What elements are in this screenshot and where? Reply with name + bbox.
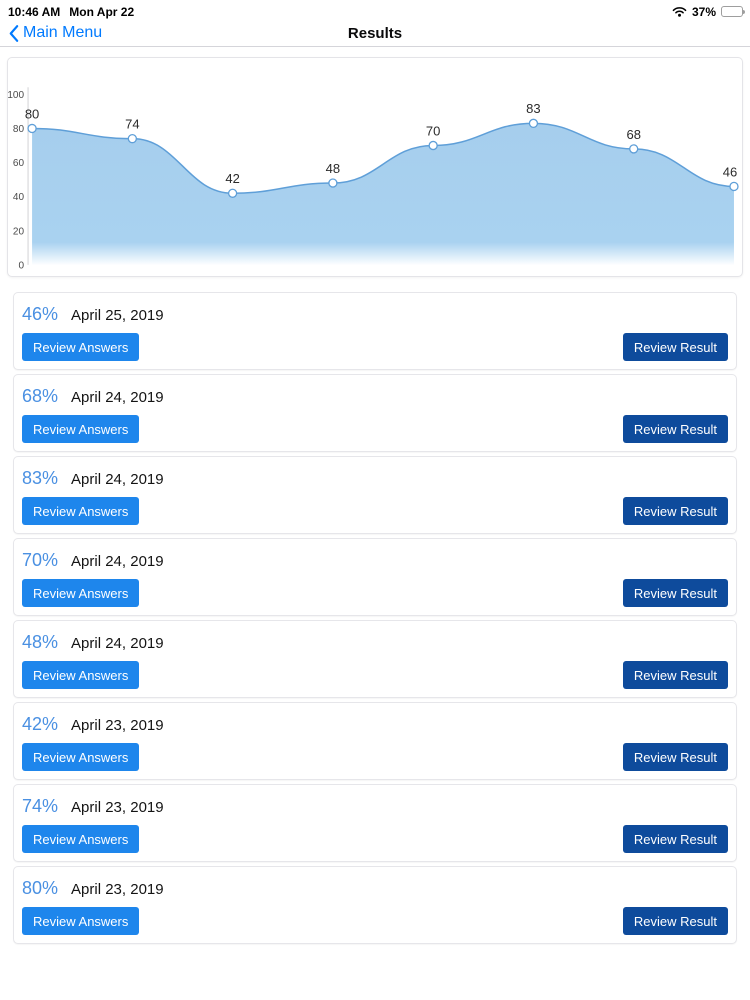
svg-text:60: 60: [13, 158, 25, 169]
score-percent: 46%: [22, 304, 59, 324]
svg-text:74: 74: [125, 117, 139, 132]
result-card-header: 42% April 23, 2019: [22, 714, 728, 735]
wifi-icon: [672, 6, 687, 17]
status-date: Mon Apr 22: [69, 4, 135, 19]
review-result-button[interactable]: Review Result: [622, 907, 728, 935]
results-list: 46% April 25, 2019 Review Answers Review…: [0, 292, 750, 944]
review-result-button[interactable]: Review Result: [622, 497, 728, 525]
result-card-actions: Review Answers Review Result: [22, 415, 728, 443]
svg-text:70: 70: [426, 123, 440, 138]
result-date: April 25, 2019: [71, 307, 164, 324]
svg-text:48: 48: [326, 161, 340, 176]
result-card-header: 68% April 24, 2019: [22, 386, 728, 407]
result-card-header: 74% April 23, 2019: [22, 796, 728, 817]
result-card-actions: Review Answers Review Result: [22, 497, 728, 525]
svg-text:100: 100: [8, 90, 24, 101]
svg-text:20: 20: [13, 226, 25, 237]
review-result-button[interactable]: Review Result: [622, 661, 728, 689]
status-bar: 10:46 AM Mon Apr 22 37%: [0, 0, 750, 20]
result-card-actions: Review Answers Review Result: [22, 579, 728, 607]
result-card: 48% April 24, 2019 Review Answers Review…: [13, 620, 737, 698]
score-percent: 48%: [22, 632, 59, 652]
result-card: 83% April 24, 2019 Review Answers Review…: [13, 456, 737, 534]
svg-text:80: 80: [25, 106, 39, 121]
result-card-header: 70% April 24, 2019: [22, 550, 728, 571]
result-card-header: 83% April 24, 2019: [22, 468, 728, 489]
review-answers-button[interactable]: Review Answers: [22, 415, 140, 443]
svg-text:46: 46: [723, 164, 737, 179]
battery-icon: [721, 6, 745, 17]
result-card: 74% April 23, 2019 Review Answers Review…: [13, 784, 737, 862]
svg-text:40: 40: [13, 192, 25, 203]
result-date: April 24, 2019: [71, 471, 164, 488]
score-percent: 42%: [22, 714, 59, 734]
nav-bar: Main Menu Results: [0, 20, 750, 47]
result-card-actions: Review Answers Review Result: [22, 333, 728, 361]
back-button-main-menu[interactable]: Main Menu: [8, 24, 102, 43]
svg-text:42: 42: [225, 171, 239, 186]
result-date: April 23, 2019: [71, 881, 164, 898]
result-card: 68% April 24, 2019 Review Answers Review…: [13, 374, 737, 452]
svg-text:0: 0: [18, 260, 24, 271]
score-percent: 83%: [22, 468, 59, 488]
result-card: 80% April 23, 2019 Review Answers Review…: [13, 866, 737, 944]
result-card-actions: Review Answers Review Result: [22, 661, 728, 689]
result-card-header: 80% April 23, 2019: [22, 878, 728, 899]
score-percent: 74%: [22, 796, 59, 816]
chevron-left-icon: [8, 24, 19, 43]
result-card: 46% April 25, 2019 Review Answers Review…: [13, 292, 737, 370]
result-date: April 24, 2019: [71, 635, 164, 652]
result-card-actions: Review Answers Review Result: [22, 907, 728, 935]
review-answers-button[interactable]: Review Answers: [22, 907, 140, 935]
review-answers-button[interactable]: Review Answers: [22, 661, 140, 689]
review-result-button[interactable]: Review Result: [622, 333, 728, 361]
result-date: April 24, 2019: [71, 553, 164, 570]
result-card-header: 46% April 25, 2019: [22, 304, 728, 325]
result-date: April 24, 2019: [71, 389, 164, 406]
score-percent: 80%: [22, 878, 59, 898]
review-result-button[interactable]: Review Result: [622, 825, 728, 853]
result-card: 70% April 24, 2019 Review Answers Review…: [13, 538, 737, 616]
result-card: 42% April 23, 2019 Review Answers Review…: [13, 702, 737, 780]
review-answers-button[interactable]: Review Answers: [22, 743, 140, 771]
result-card-actions: Review Answers Review Result: [22, 825, 728, 853]
status-time: 10:46 AM: [8, 4, 61, 19]
score-percent: 70%: [22, 550, 59, 570]
review-answers-button[interactable]: Review Answers: [22, 497, 140, 525]
review-result-button[interactable]: Review Result: [622, 415, 728, 443]
result-date: April 23, 2019: [71, 717, 164, 734]
back-button-label: Main Menu: [23, 24, 103, 41]
svg-text:68: 68: [626, 127, 640, 142]
results-chart-card: 0 20 40 60 80 100 80 74 42 48 70 83 68 46: [7, 57, 743, 277]
svg-text:80: 80: [13, 124, 25, 135]
page-title: Results: [347, 24, 403, 42]
review-answers-button[interactable]: Review Answers: [22, 825, 140, 853]
result-card-header: 48% April 24, 2019: [22, 632, 728, 653]
review-result-button[interactable]: Review Result: [622, 743, 728, 771]
review-result-button[interactable]: Review Result: [622, 579, 728, 607]
result-date: April 23, 2019: [71, 799, 164, 816]
review-answers-button[interactable]: Review Answers: [22, 333, 140, 361]
battery-percent: 37%: [691, 4, 716, 19]
score-percent: 68%: [22, 386, 59, 406]
result-card-actions: Review Answers Review Result: [22, 743, 728, 771]
review-answers-button[interactable]: Review Answers: [22, 579, 140, 607]
svg-text:83: 83: [526, 101, 540, 116]
